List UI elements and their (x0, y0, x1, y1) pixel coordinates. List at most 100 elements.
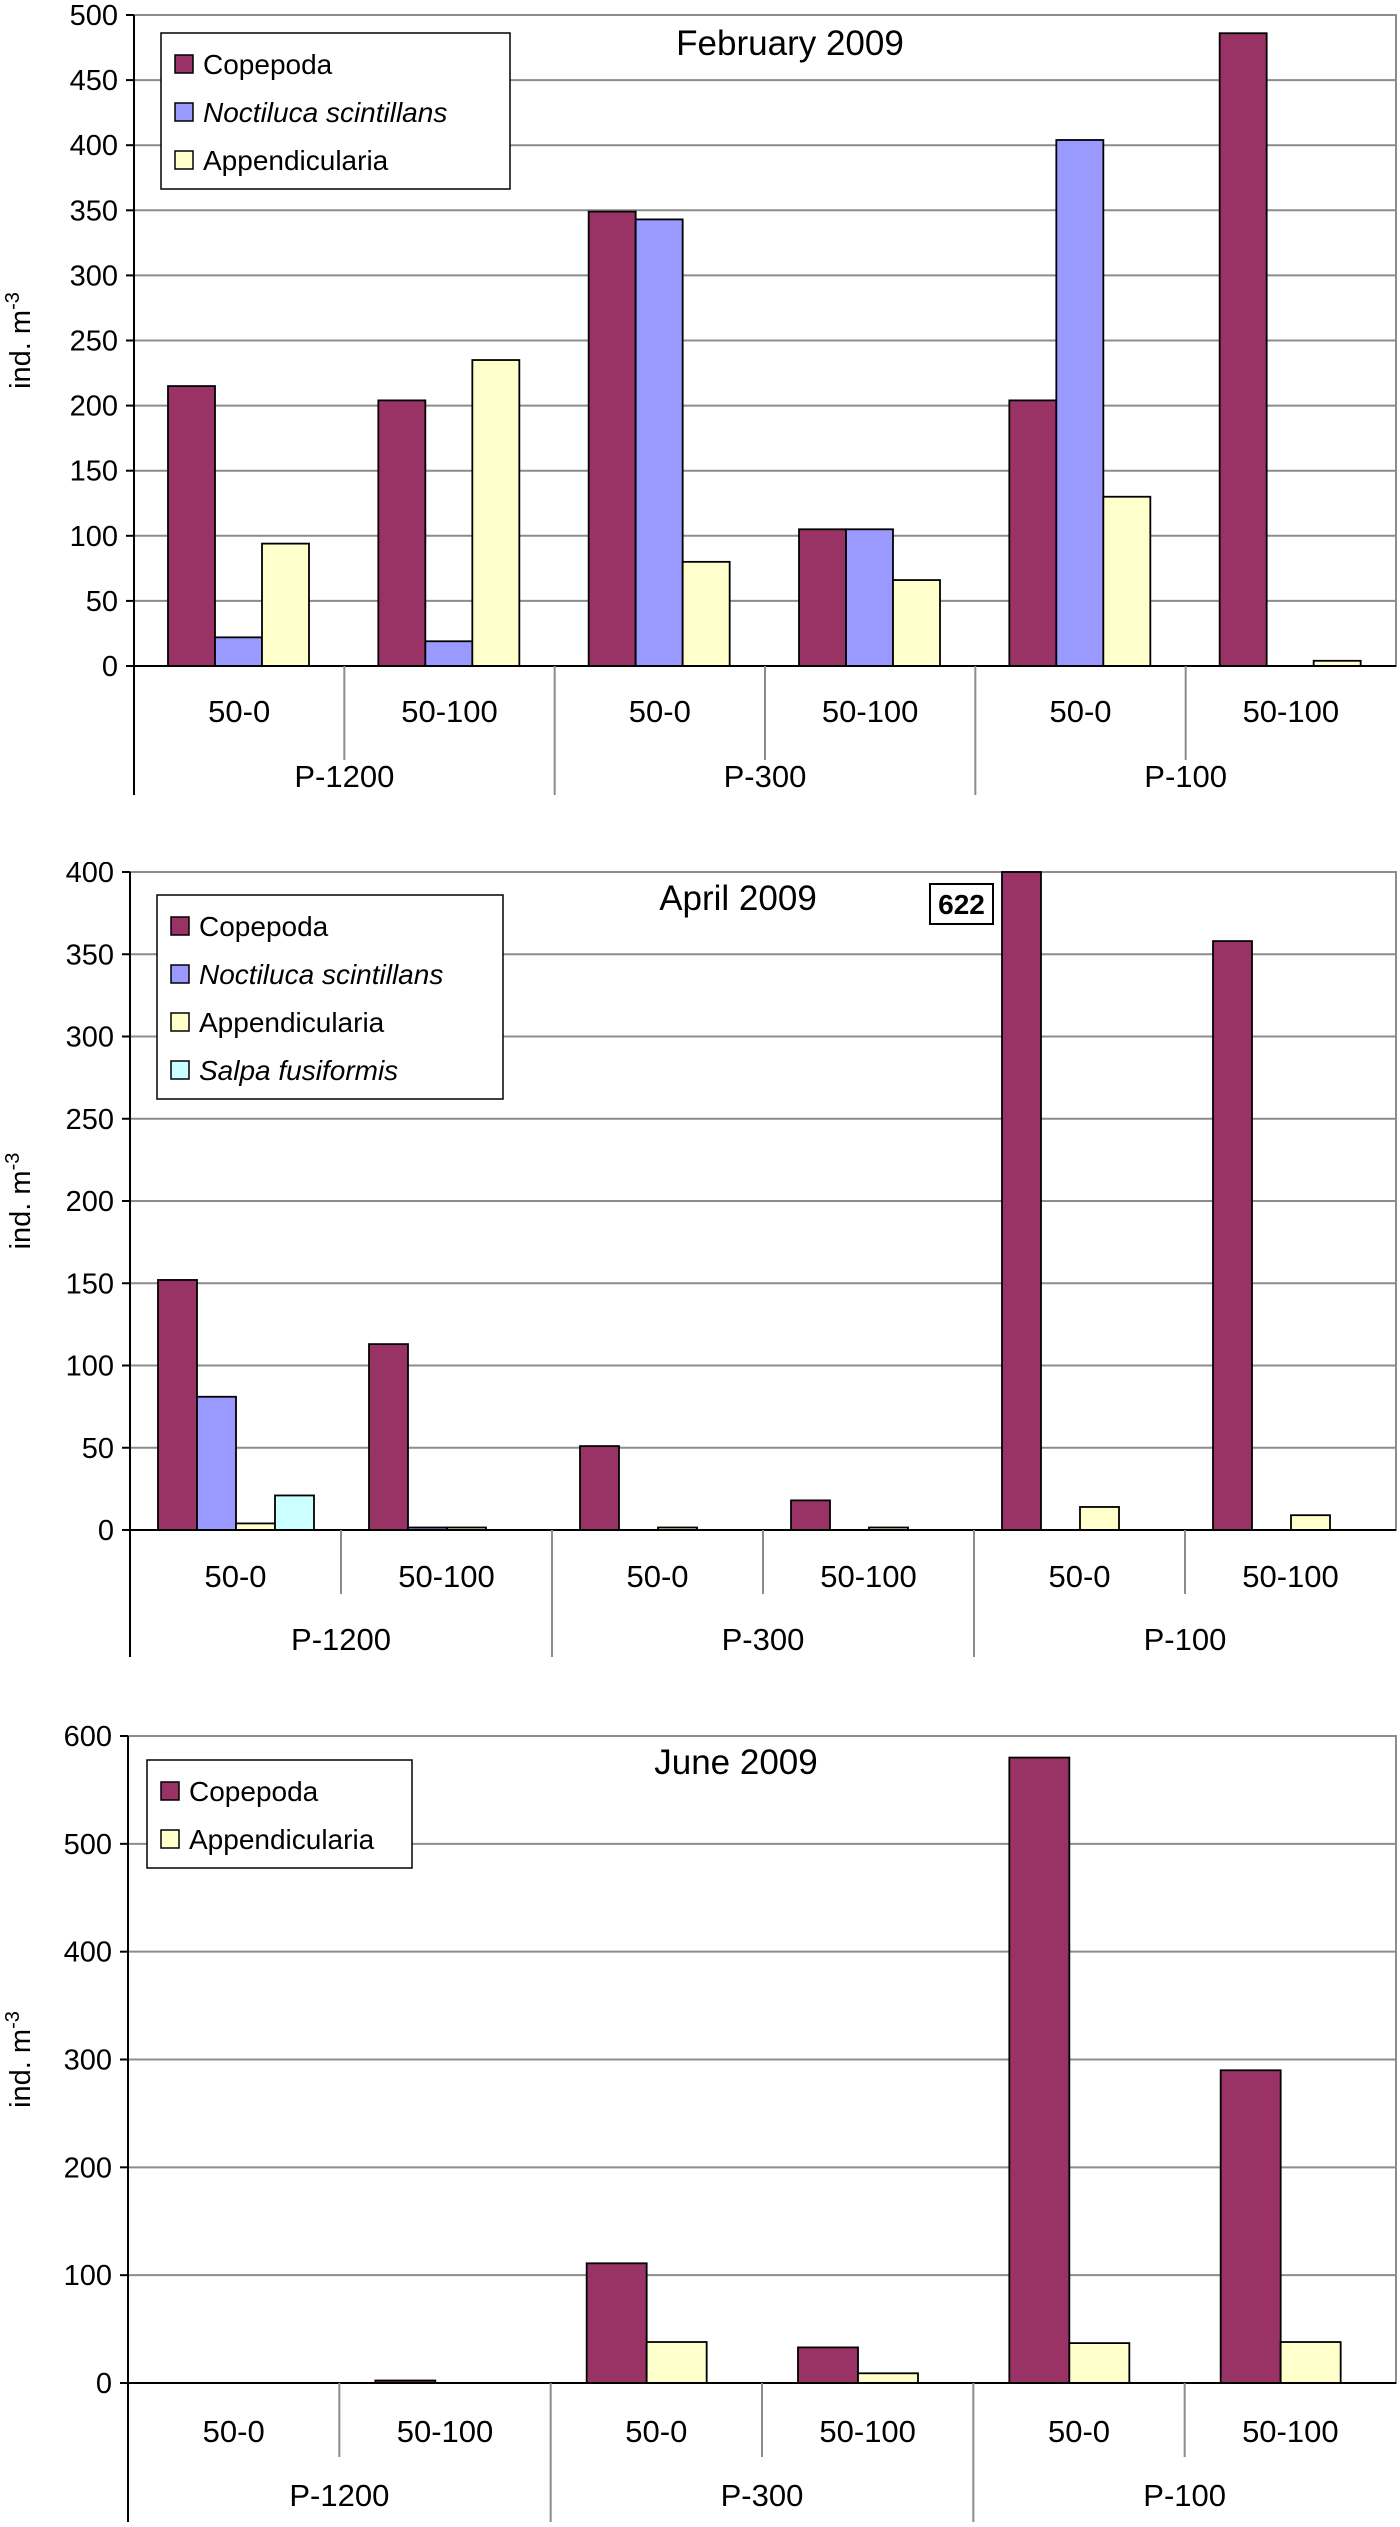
legend-swatch (170, 964, 190, 984)
legend-label: Salpa fusiformis (199, 1055, 398, 1086)
y-axis-label-text: ind. m (5, 310, 37, 389)
off-scale-value-label: 622 (938, 889, 985, 920)
x-category-label: 50-100 (397, 2414, 494, 2449)
bar-copepoda (797, 2346, 859, 2384)
bar-copepoda (157, 1279, 198, 1531)
bar-appendicularia (471, 359, 521, 667)
y-axis-label-text: ind. m (5, 2029, 37, 2108)
y-tick-label: 400 (70, 130, 118, 162)
y-tick-label: 600 (64, 1721, 112, 1753)
bar-appendicularia (1290, 1514, 1331, 1531)
bar-copepoda (1001, 871, 1042, 1531)
legend-swatch (174, 102, 194, 122)
bar-appendicularia (261, 542, 310, 667)
legend-swatch (174, 54, 194, 74)
y-tick-label: 0 (96, 2368, 112, 2400)
x-group-label: P-100 (1143, 2478, 1226, 2513)
legend-label: Noctiluca scintillans (203, 97, 447, 128)
x-category-label: 50-0 (629, 694, 691, 729)
y-tick-label: 200 (64, 2152, 112, 2184)
y-axis-label: ind. m-3 (2, 1153, 37, 1250)
y-tick-label: 0 (98, 1515, 114, 1547)
bar-appendicularia (1279, 2341, 1342, 2384)
x-category-label: 50-100 (820, 1559, 917, 1594)
bar-copepoda (1212, 940, 1253, 1531)
chart-title: June 2009 (654, 1743, 817, 1782)
legend-label: Copepoda (189, 1776, 319, 1807)
x-group-label: P-1200 (294, 759, 394, 794)
y-tick-label: 350 (70, 195, 118, 227)
x-group-label: P-1200 (289, 2478, 389, 2513)
y-axis-label: ind. m-3 (2, 2011, 37, 2108)
y-tick-label: 0 (102, 651, 118, 683)
bar-noctiluca-scintillans (424, 640, 474, 667)
bar-noctiluca-scintillans (1055, 139, 1105, 667)
chart-title: April 2009 (659, 879, 817, 918)
x-category-label: 50-100 (1242, 2414, 1339, 2449)
bar-copepoda (585, 2262, 648, 2384)
y-tick-label: 100 (66, 1351, 114, 1383)
bar-copepoda (167, 385, 216, 667)
y-tick-label: 450 (70, 65, 118, 97)
legend-label: Copepoda (203, 49, 333, 80)
y-tick-label: 300 (70, 260, 118, 292)
legend-swatch (174, 150, 194, 170)
y-tick-label: 100 (70, 521, 118, 553)
x-category-label: 50-100 (398, 1559, 495, 1594)
bar-appendicularia (1079, 1506, 1120, 1531)
y-axis-label-text: ind. m (5, 1170, 37, 1249)
x-group-label: P-300 (722, 1622, 805, 1657)
y-axis-label-superscript: -3 (2, 292, 24, 310)
bar-copepoda (1219, 2069, 1282, 2384)
x-group-label: P-100 (1144, 1622, 1227, 1657)
bar-appendicularia (1102, 495, 1152, 667)
bar-copepoda (1008, 399, 1058, 667)
x-category-label: 50-0 (1049, 694, 1111, 729)
legend-box (160, 32, 511, 190)
legend-swatch (170, 1060, 190, 1080)
y-axis-label-superscript: -3 (2, 2011, 24, 2029)
bar-copepoda (790, 1499, 831, 1531)
legend-swatch (170, 1012, 190, 1032)
x-category-label: 50-0 (625, 2414, 687, 2449)
bar-copepoda (1008, 1756, 1071, 2384)
x-category-label: 50-100 (819, 2414, 916, 2449)
x-category-label: 50-0 (1048, 2414, 1110, 2449)
legend-label: Noctiluca scintillans (199, 959, 443, 990)
legend-swatch (160, 1829, 180, 1849)
y-tick-label: 400 (66, 862, 114, 889)
chart-june-2009: 0 100 200 300 400 500 600 50-0 50-100 50-0 50-100 5… (0, 1714, 1400, 2527)
y-tick-label: 100 (64, 2260, 112, 2292)
y-tick-label: 350 (66, 939, 114, 971)
y-tick-label: 400 (64, 1937, 112, 1969)
legend-label: Appendicularia (189, 1824, 375, 1855)
x-category-label: 50-0 (1048, 1559, 1110, 1594)
y-tick-label: 200 (70, 391, 118, 423)
x-category-label: 50-0 (204, 1559, 266, 1594)
bar-noctiluca-scintillans (196, 1395, 237, 1531)
x-category-label: 50-100 (822, 694, 919, 729)
bar-copepoda (579, 1445, 620, 1531)
y-tick-label: 500 (64, 1829, 112, 1861)
off-scale-value-box (929, 883, 994, 925)
bar-salpa-fusiformis (274, 1494, 315, 1531)
bar-appendicularia (645, 2341, 708, 2384)
legend-box (146, 1759, 413, 1869)
x-category-label: 50-0 (203, 2414, 265, 2449)
y-tick-label: 50 (82, 1433, 114, 1465)
x-group-label: P-300 (724, 759, 807, 794)
chart-title: February 2009 (676, 24, 904, 63)
bar-appendicularia (1068, 2342, 1131, 2384)
chart-april-2009: 0 50 100 150 200 250 300 350 400 50-0 50-100 50-0 50… (0, 862, 1400, 1667)
chart-february-2009: 0 50 100 150 200 250 300 350 400 450 500 50-0 50-100… (0, 0, 1400, 815)
legend-swatch (160, 1781, 180, 1801)
y-tick-label: 250 (70, 326, 118, 358)
bar-noctiluca-scintillans (634, 218, 684, 667)
y-tick-label: 500 (70, 0, 118, 32)
bar-appendicularia (892, 579, 941, 667)
x-category-label: 50-100 (1242, 1559, 1339, 1594)
april-chart-svg: 0 50 100 150 200 250 300 350 400 50-0 50-100 50-0 50… (2, 862, 1397, 1657)
y-axis-label: ind. m-3 (2, 292, 37, 389)
y-tick-label: 150 (66, 1268, 114, 1300)
bar-copepoda (377, 399, 427, 667)
